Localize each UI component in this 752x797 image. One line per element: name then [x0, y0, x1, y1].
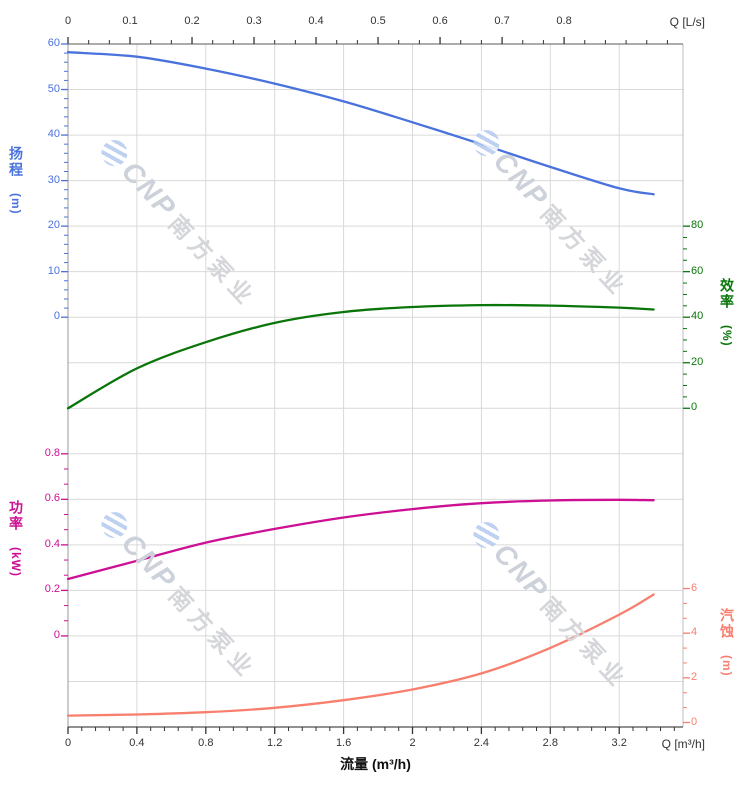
power-tick-label: 0.8 [44, 446, 60, 459]
power-curve [66, 498, 655, 581]
efficiency-tick-label: 0 [691, 401, 698, 414]
bottom-tick-label: 3.2 [611, 737, 627, 749]
power-axis-name: 功率 [8, 500, 24, 532]
head-tick-label: 10 [47, 264, 60, 277]
top-tick-label: 0.6 [432, 15, 448, 27]
bottom-tick-label: 1.2 [267, 737, 283, 749]
npsh-axis-unit: (m) [720, 654, 734, 677]
bottom-tick-label: 1.6 [335, 737, 352, 749]
npsh-axis-name: 汽蚀 [719, 608, 735, 640]
npsh-tick-label: 4 [691, 626, 698, 639]
head-tick-label: 40 [47, 128, 60, 141]
top-tick-label: 0.2 [184, 15, 200, 27]
power-tick-label: 0.2 [44, 583, 60, 596]
efficiency-curve [66, 303, 655, 410]
efficiency-axis-title: 效率 (%) [719, 278, 735, 347]
power-tick-label: 0 [53, 628, 60, 641]
head-axis-unit: (m) [9, 192, 23, 215]
efficiency-tick-label: 60 [691, 264, 704, 277]
head-axis-title: 扬程 (m) [8, 146, 24, 215]
top-tick-label: 0.8 [556, 15, 572, 27]
head-axis-name: 扬程 [8, 146, 24, 178]
top-tick-label: 0.7 [494, 15, 510, 27]
power-tick-label: 0.6 [44, 492, 60, 505]
bottom-tick-label: 0 [64, 737, 72, 749]
npsh-tick-label: 0 [691, 715, 698, 728]
bottom-axis-unit-label: Q [m³/h] [661, 737, 705, 751]
bottom-tick-label: 2.8 [542, 737, 558, 749]
power-axis-title: 功率 (kW) [8, 500, 24, 577]
top-tick-label: 0.3 [246, 15, 262, 27]
top-axis-unit-label: Q [L/s] [669, 15, 705, 29]
top-tick-label: 0 [64, 15, 72, 27]
efficiency-tick-label: 80 [691, 219, 704, 232]
head-tick-label: 20 [47, 219, 60, 232]
efficiency-axis-unit: (%) [720, 324, 734, 347]
power-axis-unit: (kW) [9, 546, 23, 577]
flow-axis-title: 流量 (m³/h) [340, 756, 411, 772]
npsh-curve [66, 593, 655, 717]
efficiency-axis-name: 效率 [719, 278, 735, 310]
efficiency-tick-label: 20 [691, 355, 704, 368]
head-tick-label: 60 [47, 37, 60, 49]
head-tick-label: 0 [53, 310, 60, 323]
top-tick-label: 0.1 [122, 15, 138, 27]
bottom-tick-label: 2 [409, 737, 416, 749]
bottom-tick-label: 0.4 [129, 737, 145, 749]
top-tick-label: 0.4 [308, 15, 324, 27]
bottom-tick-label: 2.4 [473, 737, 490, 749]
efficiency-tick-label: 40 [691, 310, 704, 323]
top-tick-label: 0.5 [370, 15, 386, 27]
bottom-tick-label: 0.8 [198, 737, 214, 749]
head-tick-label: 50 [47, 82, 60, 95]
npsh-tick-label: 6 [691, 581, 698, 594]
power-tick-label: 0.4 [44, 537, 60, 550]
npsh-tick-label: 2 [691, 670, 698, 683]
npsh-axis-title: 汽蚀 (m) [719, 608, 735, 677]
head-tick-label: 30 [47, 173, 60, 186]
head-curve [66, 51, 655, 196]
